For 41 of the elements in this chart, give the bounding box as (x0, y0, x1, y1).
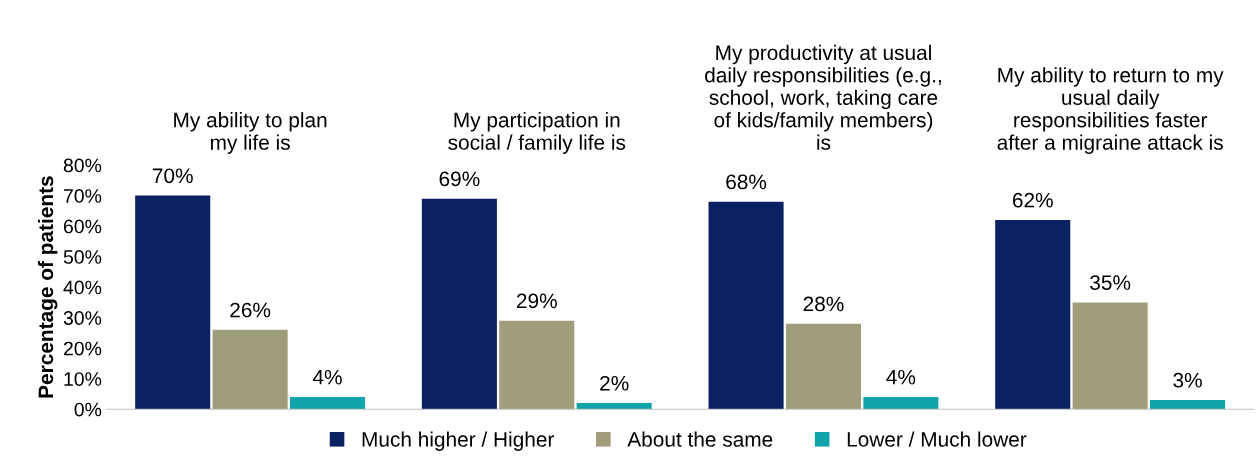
bar (1150, 400, 1226, 410)
data-label: 2% (600, 375, 629, 391)
y-tick-label: 0% (74, 402, 102, 417)
x-tick-label: My ability to plan my life is (174, 112, 327, 154)
y-axis-title: Percentage of patients (37, 176, 58, 398)
data-label: 35% (1090, 275, 1131, 290)
y-tick-label: 50% (63, 250, 102, 264)
data-label: 29% (516, 293, 557, 309)
bar (135, 195, 211, 410)
data-label: 26% (230, 302, 271, 318)
y-tick-label: 40% (63, 280, 102, 295)
bar (785, 323, 862, 410)
bar (289, 396, 366, 410)
data-label: 70% (152, 168, 193, 184)
legend-label: About the same (627, 431, 773, 447)
data-label: 28% (803, 296, 844, 312)
legend-label: Much higher / Higher (362, 431, 555, 451)
data-label: 4% (312, 369, 342, 385)
bar (708, 201, 784, 410)
y-tick-label: 20% (63, 341, 102, 356)
bar (995, 220, 1071, 410)
x-tick-label: My ability to return to my usual daily responsibilities faster after a migraine attack is (997, 67, 1224, 154)
data-label: 4% (886, 369, 916, 385)
data-label: 68% (726, 174, 767, 190)
y-tick-label: 10% (64, 372, 102, 386)
y-tick-label: 80% (63, 158, 102, 173)
bar (421, 198, 497, 410)
y-tick-label: 60% (63, 219, 102, 234)
y-tick-label: 70% (63, 189, 102, 203)
x-tick-label: My productivity at usual daily responsibilities (e.g., school, work, taking care of kids/family members) is (705, 44, 941, 150)
bar (499, 320, 575, 410)
y-tick-label: 30% (63, 311, 102, 325)
bar (863, 396, 939, 410)
bar (1072, 302, 1148, 410)
legend-label: Lower / Much lower (847, 431, 1027, 447)
bar (576, 403, 652, 410)
data-label: 62% (1012, 192, 1053, 208)
x-tick-label: My participation in social / family life is (448, 112, 626, 154)
bar (212, 329, 288, 410)
data-label: 69% (439, 171, 480, 187)
data-label: 3% (1173, 372, 1202, 388)
